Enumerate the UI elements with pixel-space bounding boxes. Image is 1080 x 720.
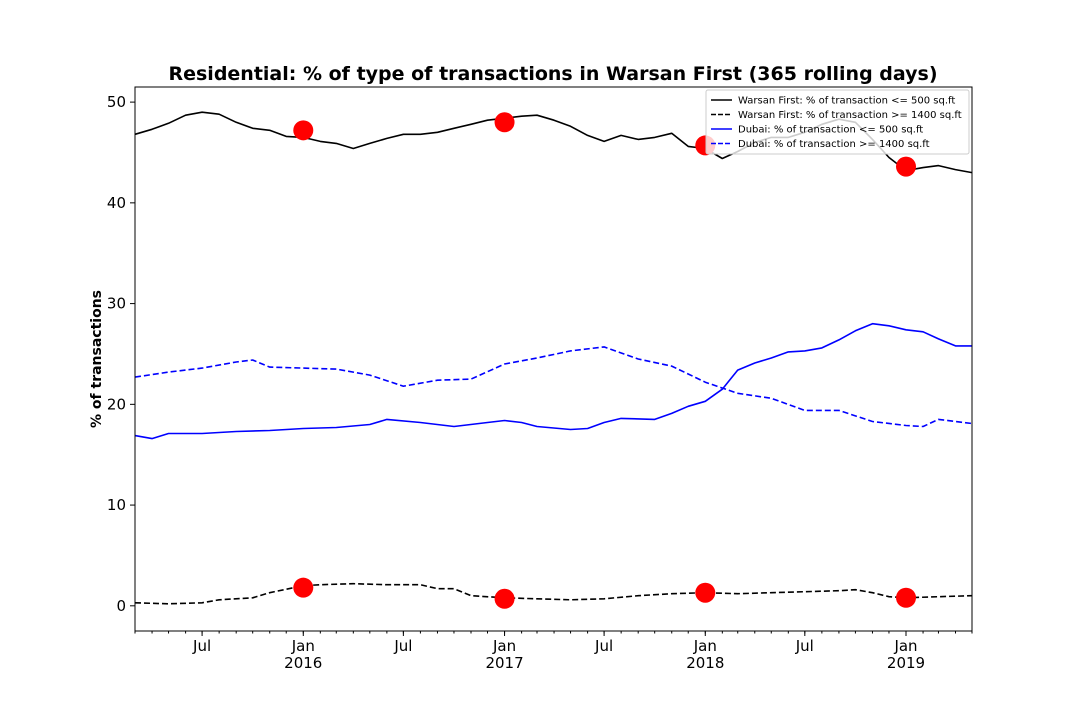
legend-label: Warsan First: % of transaction <= 500 sq… <box>738 96 955 107</box>
x-tick-year-label: 2018 <box>686 654 724 672</box>
highlight-marker <box>293 577 314 598</box>
series-line-3 <box>134 322 972 440</box>
chart-title: Residential: % of type of transactions i… <box>168 63 937 85</box>
legend-box <box>705 89 970 155</box>
series-line-4 <box>134 346 973 428</box>
y-tick-label: 0 <box>116 597 126 615</box>
x-tick-year-label: 2017 <box>485 654 523 672</box>
legend-label: Warsan First: % of transaction >= 1400 s… <box>738 110 962 121</box>
legend-label: Dubai: % of transaction <= 500 sq.ft <box>738 125 923 136</box>
x-tick-label: Jul <box>795 637 814 655</box>
y-tick-label: 40 <box>107 194 126 212</box>
legend-label: Dubai: % of transaction >= 1400 sq.ft <box>738 139 930 150</box>
y-tick-label: 50 <box>107 93 126 111</box>
highlight-marker <box>896 156 917 177</box>
x-tick-label: Jul <box>393 637 412 655</box>
x-tick-year-label: 2016 <box>284 654 322 672</box>
y-tick-label: 20 <box>107 395 126 413</box>
x-tick-label: Jul <box>192 637 211 655</box>
x-tick-label: Jan <box>291 637 315 655</box>
highlight-marker <box>494 112 515 133</box>
y-tick-label: 30 <box>107 295 126 313</box>
series-line-2 <box>134 582 973 605</box>
y-tick-label: 10 <box>107 496 126 514</box>
x-tick-label: Jan <box>893 637 917 655</box>
highlight-marker <box>695 582 716 603</box>
highlight-marker <box>896 587 917 608</box>
highlight-marker <box>494 588 515 609</box>
x-tick-label: Jul <box>594 637 613 655</box>
x-tick-label: Jan <box>492 637 516 655</box>
y-axis-label: % of transactions <box>89 290 105 428</box>
plot-frame <box>134 86 973 632</box>
highlight-marker <box>293 120 314 141</box>
x-tick-label: Jan <box>693 637 717 655</box>
x-tick-year-label: 2019 <box>887 654 925 672</box>
legend: Warsan First: % of transaction <= 500 sq… <box>705 89 970 155</box>
